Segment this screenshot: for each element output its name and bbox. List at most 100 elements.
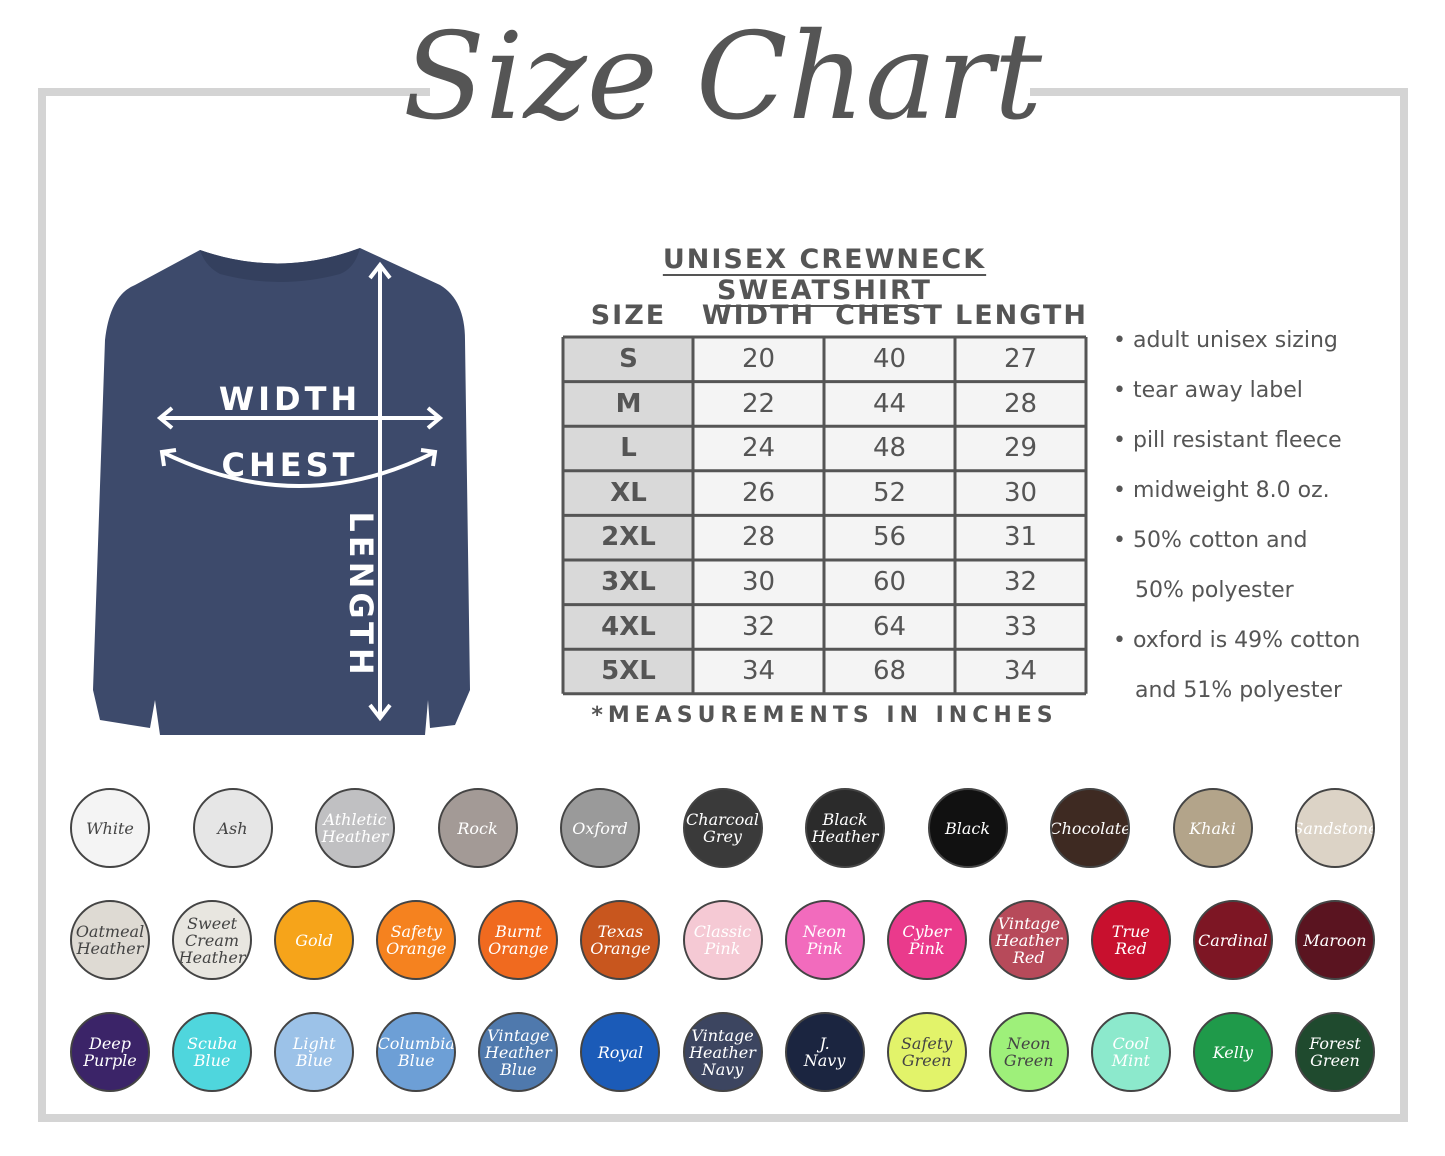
value-cell: 27	[1003, 344, 1038, 374]
size-cell: M	[615, 388, 642, 419]
feature-line: • adult unisex sizing	[1113, 328, 1338, 353]
value-cell: 33	[1003, 611, 1038, 642]
value-cell: 64	[872, 611, 907, 642]
color-swatch: Vintage Heather Blue	[478, 1012, 559, 1092]
feature-text: adult unisex sizing	[1132, 328, 1338, 353]
arrows	[156, 261, 444, 722]
color-swatch: Black	[927, 788, 1008, 868]
feature-text: 50% polyester	[1135, 578, 1294, 603]
color-swatch: Rock	[437, 788, 518, 868]
value-cell: 22	[741, 388, 776, 419]
color-swatch: Oxford	[560, 788, 640, 868]
color-swatch: Gold	[274, 900, 355, 980]
feature-text: tear away label	[1132, 378, 1303, 403]
size-cell: 3XL	[601, 567, 656, 597]
feature-line: • tear away label	[1113, 378, 1303, 403]
color-swatch: Texas Orange	[580, 900, 661, 980]
value-cell: 31	[1003, 522, 1038, 553]
color-swatch: Classic Pink	[682, 900, 763, 980]
color-swatch: Oatmeal Heather	[70, 900, 150, 980]
value-cell: 52	[872, 477, 907, 508]
feature-line: • 50% cotton and	[1113, 528, 1308, 553]
feature-line: 50% polyester	[1113, 566, 1294, 616]
color-swatch: Scuba Blue	[172, 1012, 253, 1092]
value-cell: 32	[1003, 567, 1038, 597]
feature-line: • midweight 8.0 oz.	[1113, 478, 1330, 503]
sweatshirt	[93, 248, 470, 735]
size-cell: S	[619, 344, 638, 374]
color-swatch: Cool Mint	[1090, 1012, 1171, 1092]
color-swatch: Chocolate	[1050, 788, 1130, 868]
value-cell: 68	[872, 656, 907, 687]
color-swatch: J. Navy	[784, 1012, 865, 1092]
color-swatch: Light Blue	[274, 1012, 355, 1092]
color-swatch: Sweet Cream Heather	[172, 900, 253, 980]
color-swatch: Neon Green	[988, 1012, 1069, 1092]
size-cell: L	[620, 433, 637, 464]
value-cell: 28	[741, 522, 776, 553]
feature-text: 50% cotton and	[1132, 528, 1308, 553]
color-swatch: Khaki	[1172, 788, 1253, 868]
color-swatch: Safety Orange	[376, 900, 457, 980]
value-cell: 34	[1003, 656, 1038, 687]
page-title: Size Chart	[402, 8, 1043, 147]
value-cell: 24	[741, 433, 776, 464]
column-header: LENGTH	[955, 300, 1088, 331]
column-header: SIZE	[590, 300, 667, 331]
value-cell: 29	[1003, 433, 1038, 464]
feature-text: midweight 8.0 oz.	[1132, 478, 1330, 503]
value-cell: 32	[741, 611, 776, 642]
feature-line: and 51% polyester	[1113, 666, 1342, 716]
value-cell: 60	[872, 567, 907, 597]
width-label: WIDTH	[219, 380, 361, 418]
frame	[38, 88, 1408, 1122]
value-cell: 26	[741, 477, 776, 508]
chest-label: CHEST	[222, 446, 359, 484]
color-swatch: Kelly	[1192, 1012, 1273, 1092]
color-swatch: Royal	[580, 1012, 661, 1092]
color-swatch: Vintage Heather Navy	[682, 1012, 763, 1092]
value-cell: 56	[872, 522, 907, 553]
color-swatch: Vintage Heather Red	[988, 900, 1069, 980]
color-swatch: White	[70, 788, 150, 868]
value-cell: 40	[872, 344, 907, 374]
feature-line: • pill resistant fleece	[1113, 428, 1342, 453]
color-swatch: Charcoal Grey	[682, 788, 763, 868]
table-grid	[561, 335, 1088, 696]
size-cell: 4XL	[601, 611, 656, 642]
color-swatch: Burnt Orange	[478, 900, 559, 980]
value-cell: 34	[741, 656, 776, 687]
value-cell: 20	[741, 344, 776, 374]
color-swatch: Ash	[192, 788, 273, 868]
value-cell: 28	[1003, 388, 1038, 419]
color-swatch: Maroon	[1295, 900, 1375, 980]
color-swatch: Black Heather	[805, 788, 885, 868]
color-swatch: Cardinal	[1192, 900, 1273, 980]
column-header: CHEST	[835, 300, 944, 331]
feature-text: pill resistant fleece	[1132, 428, 1342, 453]
color-swatch: Forest Green	[1295, 1012, 1375, 1092]
value-cell: 48	[872, 433, 907, 464]
color-swatch: Safety Green	[886, 1012, 967, 1092]
value-cell: 30	[1003, 477, 1038, 508]
size-cell: 5XL	[601, 656, 656, 687]
size-cell: XL	[610, 477, 647, 508]
color-swatch: Cyber Pink	[886, 900, 967, 980]
size-cell: 2XL	[601, 522, 656, 553]
color-swatch: Deep Purple	[70, 1012, 150, 1092]
feature-text: oxford is 49% cotton	[1132, 628, 1361, 653]
table-note: *MEASUREMENTS IN INCHES	[591, 703, 1058, 728]
color-swatch: Neon Pink	[784, 900, 865, 980]
feature-text: and 51% polyester	[1135, 678, 1343, 703]
table-title: UNISEX CREWNECK SWEATSHIRT	[662, 244, 987, 306]
column-header: WIDTH	[701, 300, 816, 331]
length-label: LENGTH	[342, 511, 380, 678]
collar	[200, 248, 360, 282]
feature-line: • oxford is 49% cotton	[1113, 628, 1361, 653]
value-cell: 30	[741, 567, 776, 597]
color-swatch: True Red	[1090, 900, 1171, 980]
color-swatch: Columbia Blue	[376, 1012, 457, 1092]
color-swatch: Sandstone	[1295, 788, 1375, 868]
